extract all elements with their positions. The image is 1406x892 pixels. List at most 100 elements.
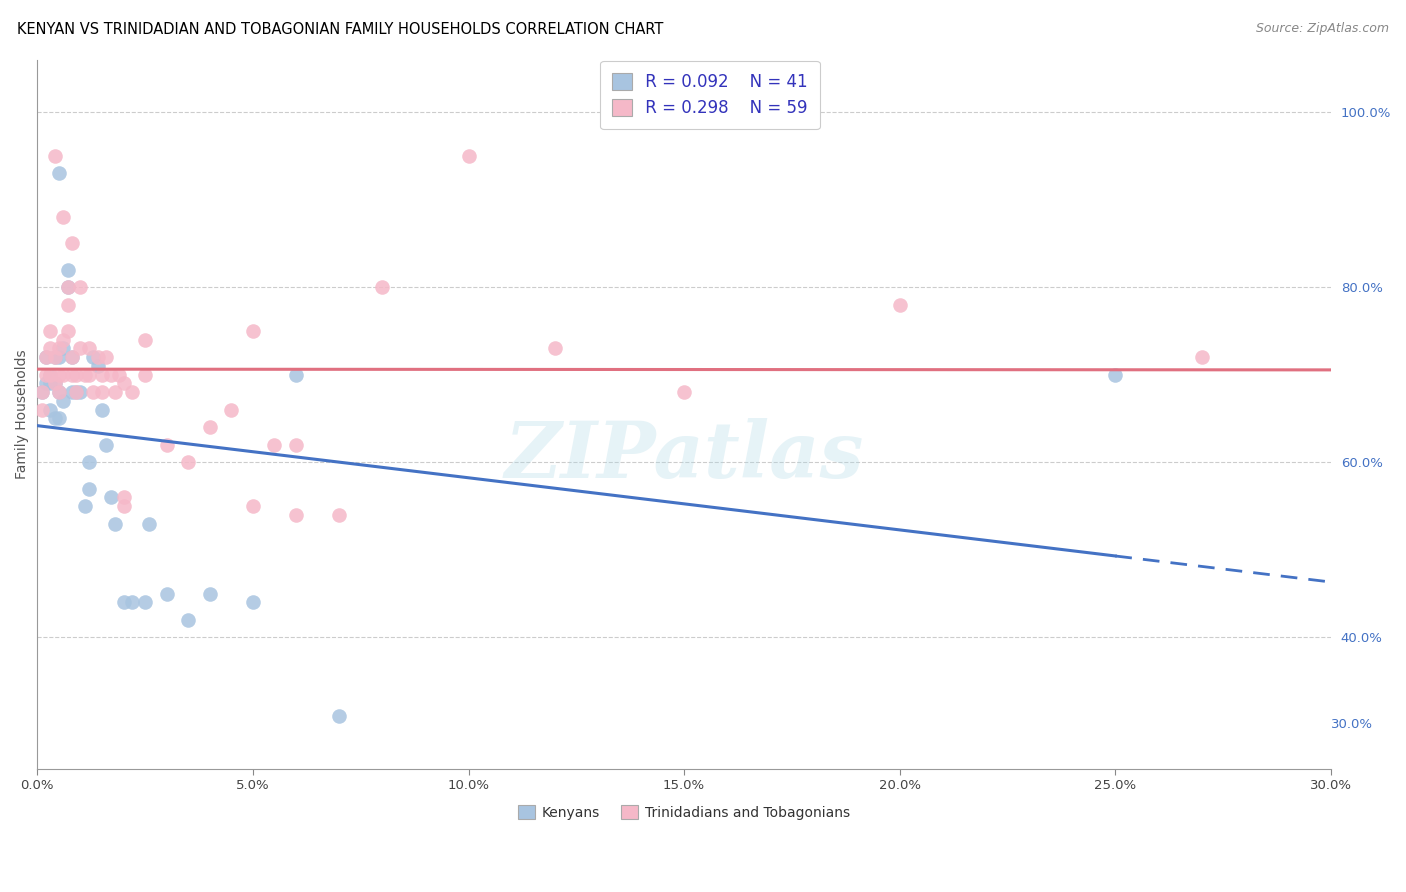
Point <box>44 376 66 391</box>
Point <box>39 324 62 338</box>
Point <box>91 368 114 382</box>
Point <box>91 402 114 417</box>
Point <box>69 342 91 356</box>
Text: ZIPatlas: ZIPatlas <box>505 418 863 495</box>
Point <box>56 280 79 294</box>
Point <box>39 368 62 382</box>
Point <box>35 350 58 364</box>
Point <box>242 595 264 609</box>
Point <box>52 368 75 382</box>
Point <box>889 298 911 312</box>
Point <box>56 280 79 294</box>
Point <box>77 368 100 382</box>
Point <box>56 298 79 312</box>
Point <box>82 350 104 364</box>
Point <box>328 508 350 522</box>
Y-axis label: Family Households: Family Households <box>15 350 30 479</box>
Point <box>108 368 131 382</box>
Point <box>86 350 108 364</box>
Point <box>77 455 100 469</box>
Point <box>121 595 143 609</box>
Point <box>544 342 567 356</box>
Point <box>104 516 127 531</box>
Point <box>56 324 79 338</box>
Point <box>96 350 118 364</box>
Point <box>39 376 62 391</box>
Point <box>1191 350 1213 364</box>
Point <box>112 595 135 609</box>
Point <box>91 385 114 400</box>
Point <box>52 394 75 409</box>
Point <box>31 385 53 400</box>
Point <box>134 595 156 609</box>
Point <box>73 368 96 382</box>
Point <box>121 385 143 400</box>
Point <box>138 516 160 531</box>
Point <box>56 262 79 277</box>
Point <box>60 350 83 364</box>
Point <box>100 490 122 504</box>
Point <box>112 376 135 391</box>
Point <box>48 385 70 400</box>
Point <box>44 376 66 391</box>
Point <box>69 385 91 400</box>
Point <box>177 455 200 469</box>
Point <box>48 411 70 425</box>
Point <box>65 368 87 382</box>
Point <box>39 342 62 356</box>
Point <box>48 350 70 364</box>
Point <box>242 499 264 513</box>
Point <box>65 385 87 400</box>
Point <box>134 368 156 382</box>
Point <box>35 368 58 382</box>
Point <box>86 359 108 373</box>
Point <box>44 411 66 425</box>
Point <box>242 324 264 338</box>
Point <box>156 438 179 452</box>
Point <box>31 402 53 417</box>
Point <box>73 499 96 513</box>
Point <box>52 210 75 224</box>
Point <box>35 350 58 364</box>
Point <box>48 342 70 356</box>
Point <box>69 280 91 294</box>
Point <box>104 385 127 400</box>
Point <box>48 166 70 180</box>
Point <box>328 709 350 723</box>
Point <box>31 385 53 400</box>
Point <box>82 385 104 400</box>
Text: Source: ZipAtlas.com: Source: ZipAtlas.com <box>1256 22 1389 36</box>
Point <box>96 438 118 452</box>
Point <box>1104 368 1126 382</box>
Point <box>48 385 70 400</box>
Point <box>673 385 696 400</box>
Point <box>52 333 75 347</box>
Point <box>285 438 308 452</box>
Point <box>44 350 66 364</box>
Text: KENYAN VS TRINIDADIAN AND TOBAGONIAN FAMILY HOUSEHOLDS CORRELATION CHART: KENYAN VS TRINIDADIAN AND TOBAGONIAN FAM… <box>17 22 664 37</box>
Point <box>35 376 58 391</box>
Text: 30.0%: 30.0% <box>1331 718 1372 731</box>
Point <box>457 149 479 163</box>
Point <box>221 402 243 417</box>
Point <box>44 350 66 364</box>
Point <box>39 402 62 417</box>
Point <box>60 385 83 400</box>
Point <box>198 586 221 600</box>
Point <box>60 350 83 364</box>
Point <box>371 280 394 294</box>
Point <box>77 482 100 496</box>
Point <box>263 438 285 452</box>
Legend: Kenyans, Trinidadians and Tobagonians: Kenyans, Trinidadians and Tobagonians <box>513 799 855 825</box>
Point <box>156 586 179 600</box>
Point <box>77 342 100 356</box>
Point <box>65 385 87 400</box>
Point <box>100 368 122 382</box>
Point <box>177 613 200 627</box>
Point <box>198 420 221 434</box>
Point <box>44 149 66 163</box>
Point <box>285 508 308 522</box>
Point <box>52 342 75 356</box>
Point <box>285 368 308 382</box>
Point <box>112 490 135 504</box>
